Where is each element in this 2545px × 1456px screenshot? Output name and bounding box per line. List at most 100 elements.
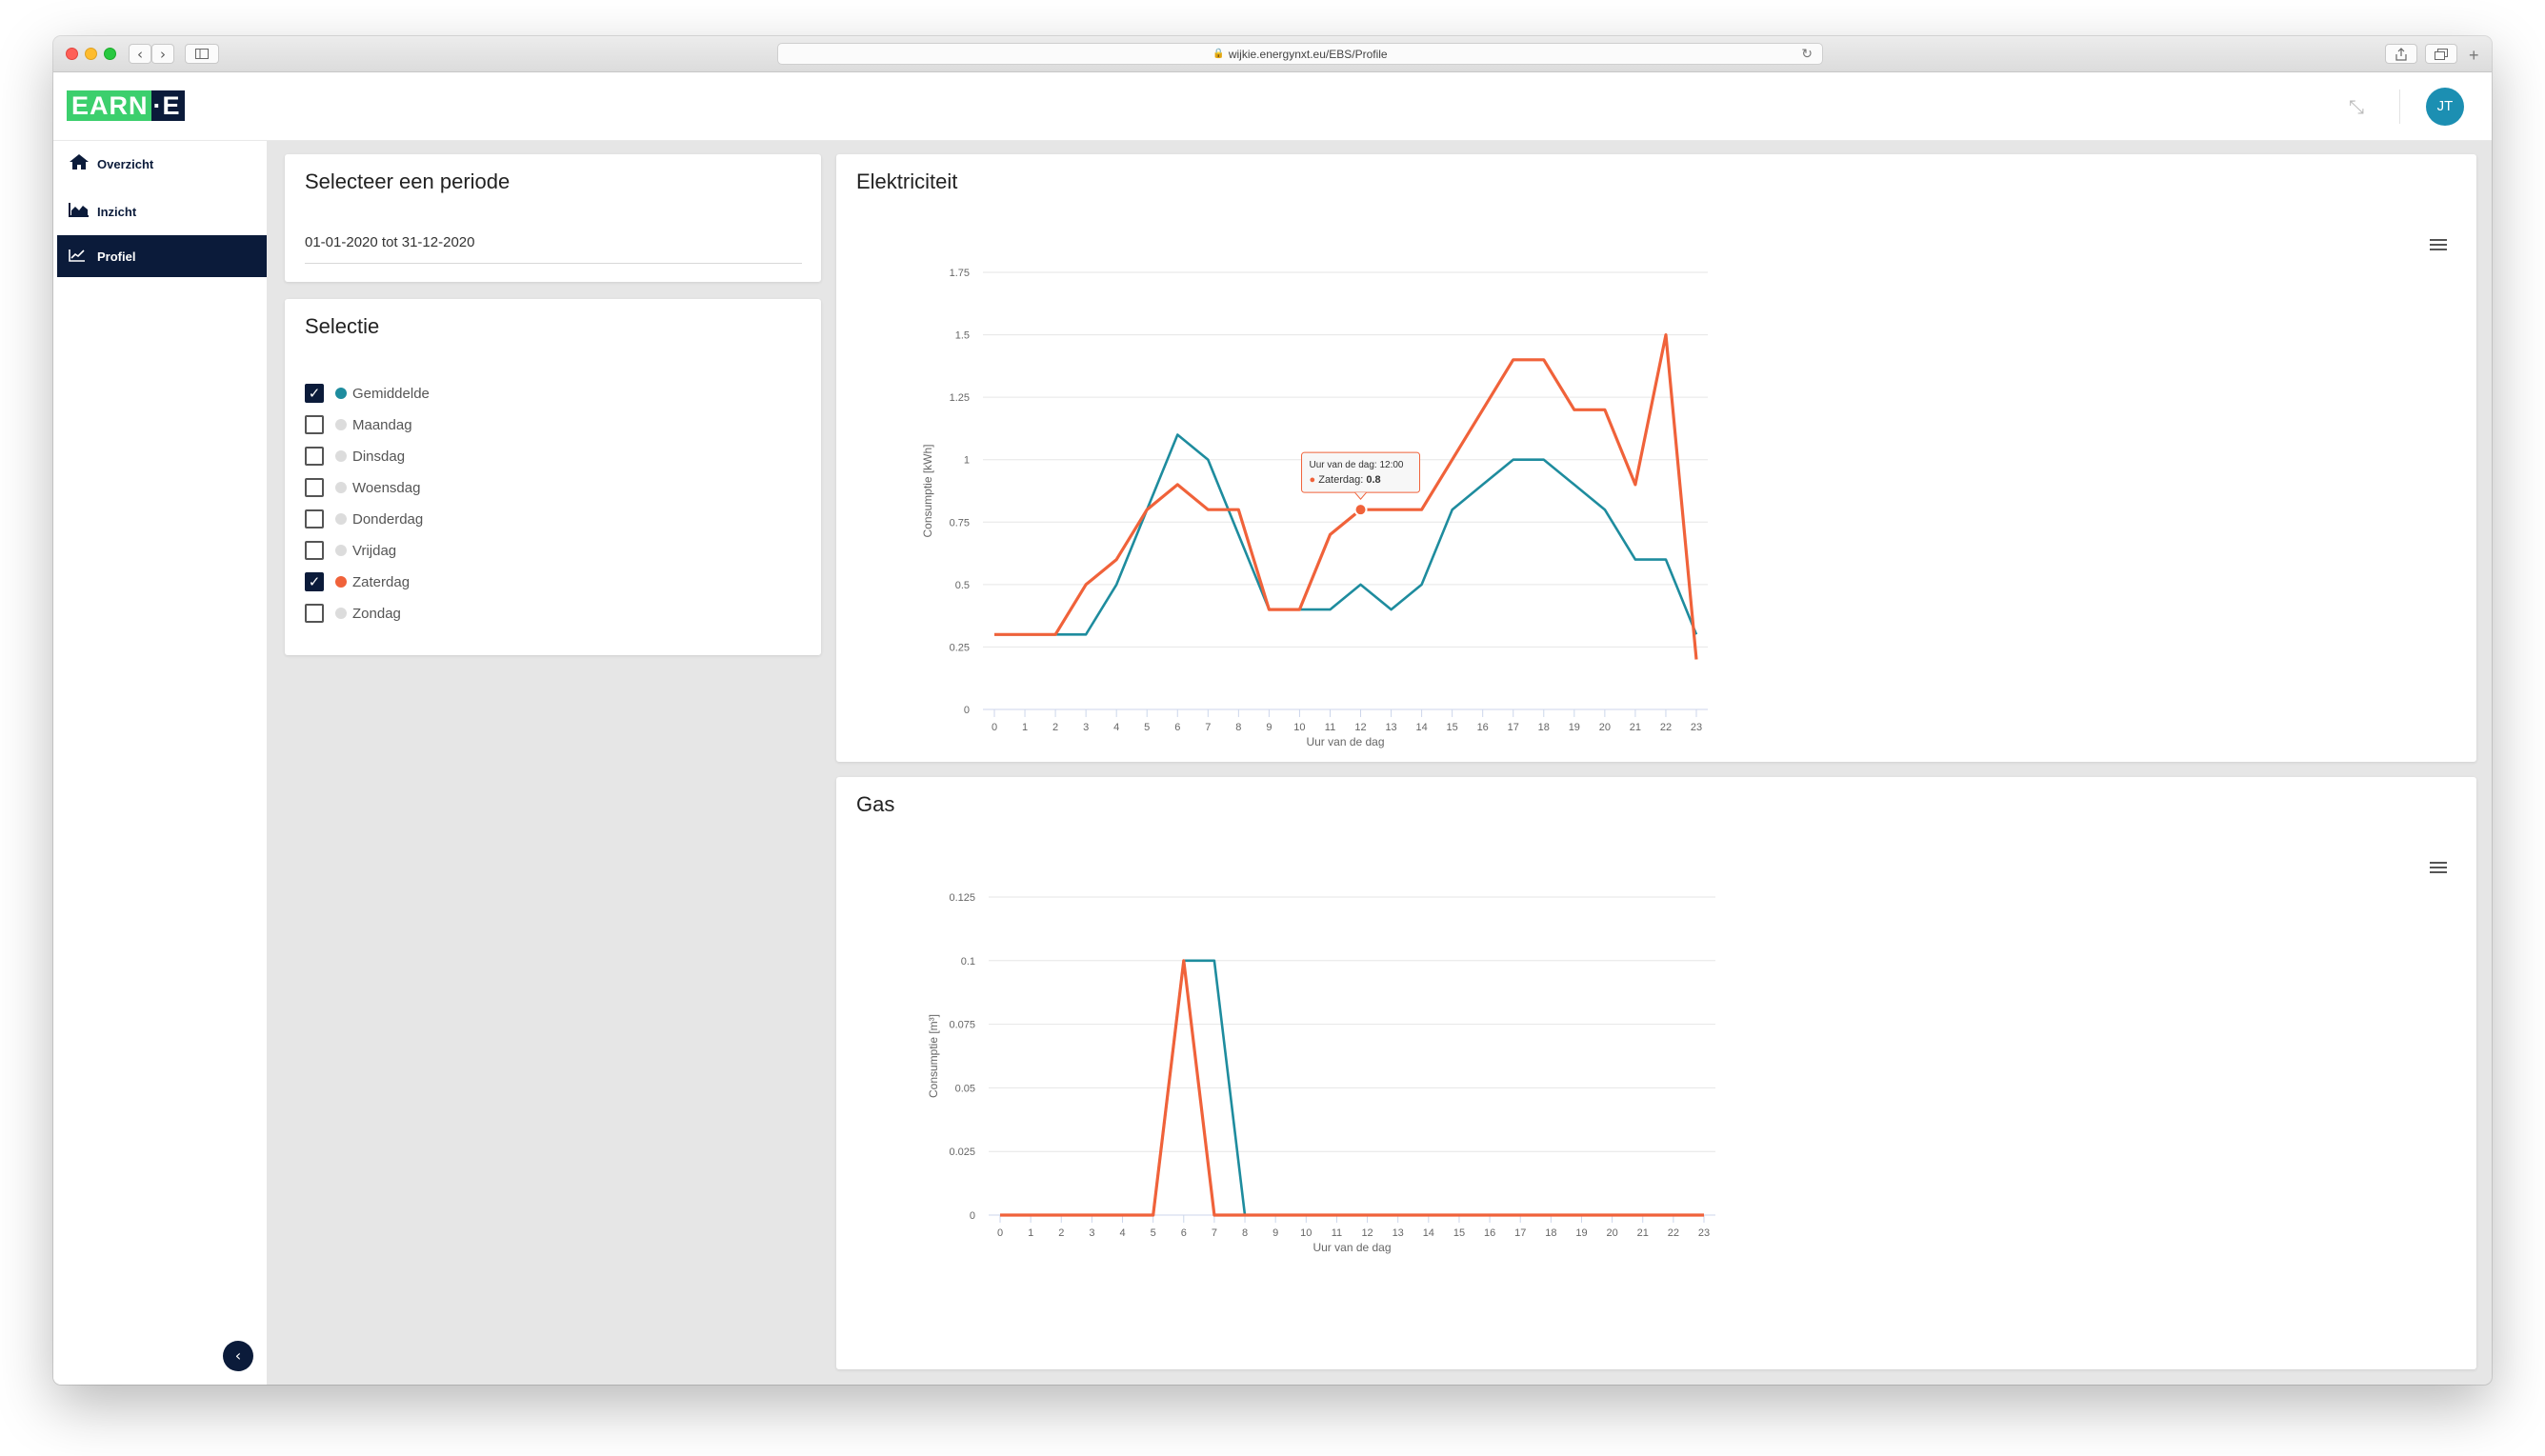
y-tick-label: 1 (964, 455, 970, 467)
x-tick-label: 16 (1477, 722, 1489, 733)
minimize-window-button[interactable] (85, 48, 97, 60)
tooltip-separator: : (1360, 474, 1366, 486)
x-tick-label: 4 (1119, 1227, 1125, 1239)
x-tick-label: 16 (1484, 1227, 1495, 1239)
browser-window: ‹ › 🔒 wijkie.energynxt.eu/EBS/Profile ↻ … (53, 36, 2492, 1385)
y-tick-label: 0 (964, 705, 970, 716)
chart-menu-icon[interactable] (2430, 239, 2447, 252)
selection-checkbox[interactable] (305, 447, 324, 466)
series-color-dot (335, 419, 347, 430)
x-tick-label: 17 (1514, 1227, 1526, 1239)
x-tick-label: 9 (1272, 1227, 1278, 1239)
x-tick-label: 9 (1266, 722, 1272, 733)
x-tick-label: 11 (1325, 722, 1335, 733)
new-tab-icon[interactable]: + (2469, 46, 2479, 65)
x-tick-label: 1 (1022, 722, 1028, 733)
user-avatar[interactable]: JT (2426, 88, 2464, 126)
reload-icon[interactable]: ↻ (1801, 46, 1813, 61)
y-tick-label: 0.5 (955, 580, 970, 591)
y-tick-label: 1.5 (955, 330, 970, 342)
y-tick-label: 0 (970, 1210, 975, 1222)
period-input-underline (305, 263, 802, 264)
x-tick-label: 4 (1113, 722, 1119, 733)
earn-e-logo[interactable]: EARN ·E (67, 90, 185, 121)
series-line-zaterdag (1000, 959, 1704, 1217)
tooltip-marker (1353, 503, 1368, 517)
back-icon[interactable]: ‹ (129, 44, 151, 64)
sidebar-item-label: Overzicht (97, 156, 154, 171)
selection-item-label: Donderdag (352, 510, 424, 528)
x-tick-label: 8 (1242, 1227, 1248, 1239)
x-tick-label: 18 (1538, 722, 1550, 733)
address-bar[interactable]: 🔒 wijkie.energynxt.eu/EBS/Profile ↻ (777, 43, 1823, 65)
series-color-dot (335, 545, 347, 556)
x-tick-label: 14 (1423, 1227, 1434, 1239)
x-tick-label: 18 (1545, 1227, 1556, 1239)
y-tick-label: 1.75 (950, 268, 970, 279)
selection-checkbox[interactable] (305, 541, 324, 560)
selection-item-donderdag[interactable]: Donderdag (305, 505, 423, 533)
electricity-chart-title: Elektriciteit (856, 170, 958, 193)
selection-item-label: Zaterdag (352, 573, 411, 590)
selection-item-gemiddelde[interactable]: ✓ Gemiddelde (305, 379, 430, 408)
x-tick-label: 19 (1569, 722, 1580, 733)
x-tick-label: 0 (997, 1227, 1003, 1239)
selection-checkbox[interactable]: ✓ (305, 572, 324, 591)
x-tick-label: 3 (1089, 1227, 1094, 1239)
x-axis-title: Uur van de dag (1313, 1241, 1391, 1254)
x-tick-label: 21 (1630, 722, 1641, 733)
sidebar-item-inzicht[interactable]: Inzicht (57, 190, 267, 232)
sidebar-item-profiel[interactable]: Profiel (57, 235, 267, 277)
selection-item-dinsdag[interactable]: Dinsdag (305, 442, 405, 470)
tooltip-value-line: ● Zaterdag: 0.8 (1310, 474, 1381, 486)
selection-item-zondag[interactable]: Zondag (305, 599, 401, 628)
fullscreen-icon[interactable]: ⤡ (2349, 95, 2364, 118)
gas-chart-title: Gas (856, 792, 895, 816)
y-tick-label: 0.25 (950, 642, 970, 653)
selection-checkbox[interactable] (305, 509, 324, 529)
selection-item-label: Maandag (352, 416, 412, 433)
selection-item-zaterdag[interactable]: ✓ Zaterdag (305, 568, 410, 596)
x-tick-label: 8 (1235, 722, 1241, 733)
area-chart-icon (69, 202, 97, 222)
selection-checkbox[interactable] (305, 478, 324, 497)
x-tick-label: 2 (1058, 1227, 1064, 1239)
sidebar-item-overzicht[interactable]: Overzicht (57, 143, 267, 185)
selection-checkbox[interactable] (305, 604, 324, 623)
close-window-button[interactable] (66, 48, 78, 60)
x-tick-label: 2 (1052, 722, 1058, 733)
series-line-zaterdag (994, 333, 1698, 660)
x-tick-label: 10 (1300, 1227, 1312, 1239)
tooltip-value: 0.8 (1366, 474, 1380, 486)
x-tick-label: 12 (1361, 1227, 1373, 1239)
y-tick-label: 0.75 (950, 517, 970, 529)
selection-checkbox[interactable] (305, 415, 324, 434)
collapse-sidebar-button[interactable]: ‹ (223, 1341, 253, 1371)
share-icon[interactable] (2385, 44, 2417, 64)
series-color-dot (335, 388, 347, 399)
x-tick-label: 6 (1174, 722, 1180, 733)
selection-item-label: Gemiddelde (352, 385, 430, 402)
lock-icon: 🔒 (1212, 49, 1225, 59)
logo-text-left: EARN (67, 90, 151, 121)
selection-checkbox[interactable]: ✓ (305, 384, 324, 403)
tabs-overview-icon[interactable] (2425, 44, 2457, 64)
period-date-range-input[interactable]: 01-01-2020 tot 31-12-2020 (305, 234, 475, 250)
x-tick-label: 13 (1385, 722, 1396, 733)
selection-item-maandag[interactable]: Maandag (305, 410, 412, 439)
x-tick-label: 10 (1293, 722, 1305, 733)
selection-item-woensdag[interactable]: Woensdag (305, 473, 420, 502)
x-tick-label: 22 (1668, 1227, 1679, 1239)
x-tick-label: 13 (1393, 1227, 1404, 1239)
y-tick-label: 0.1 (961, 956, 975, 967)
maximize-window-button[interactable] (104, 48, 116, 60)
chart-menu-icon[interactable] (2430, 862, 2447, 875)
x-tick-label: 5 (1144, 722, 1150, 733)
selection-item-label: Vrijdag (352, 542, 397, 559)
forward-icon[interactable]: › (151, 44, 174, 64)
sidebar-toggle-icon[interactable] (185, 44, 219, 64)
selection-item-vrijdag[interactable]: Vrijdag (305, 536, 396, 565)
gas-chart-card: Gas 0 0.025 0.05 0.075 0.1 0.125 0 1 2 3 4 5 6 7 8 9 10 1… (836, 777, 2476, 1369)
